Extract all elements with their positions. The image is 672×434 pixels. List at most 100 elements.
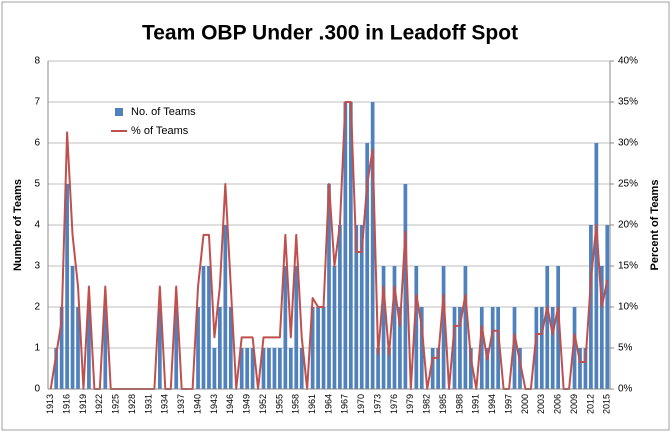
bar bbox=[496, 307, 501, 389]
y2-tick-label: 25% bbox=[618, 179, 638, 190]
bar bbox=[436, 348, 440, 389]
x-tick-label: 1931 bbox=[143, 394, 153, 414]
y2-tick-label: 35% bbox=[618, 97, 638, 108]
bar bbox=[463, 266, 468, 389]
bar bbox=[316, 307, 320, 389]
y2-tick-label: 0% bbox=[618, 384, 633, 395]
bar bbox=[479, 307, 484, 389]
bar bbox=[327, 184, 331, 389]
x-tick-label: 1949 bbox=[242, 394, 252, 414]
bar bbox=[207, 266, 211, 389]
bar bbox=[458, 307, 462, 389]
bar bbox=[365, 143, 370, 389]
bar bbox=[376, 348, 380, 389]
bar bbox=[518, 348, 522, 389]
x-tick-label: 1925 bbox=[111, 394, 121, 414]
bar bbox=[392, 266, 397, 389]
y-tick-label: 5 bbox=[34, 179, 40, 190]
bar bbox=[310, 307, 315, 389]
x-tick-label: 1958 bbox=[291, 394, 301, 414]
x-tick-label: 2006 bbox=[553, 394, 563, 414]
bar bbox=[196, 307, 200, 389]
bar bbox=[201, 266, 206, 389]
x-tick-label: 1997 bbox=[503, 394, 513, 414]
x-tick-label: 1976 bbox=[389, 394, 399, 414]
bar bbox=[534, 307, 539, 389]
bar bbox=[550, 307, 555, 389]
bar bbox=[223, 225, 228, 389]
y-tick-label: 8 bbox=[34, 56, 40, 67]
bar bbox=[294, 266, 299, 389]
bar bbox=[605, 225, 610, 389]
y-tick-label: 2 bbox=[34, 302, 40, 313]
bar bbox=[261, 348, 266, 389]
bar bbox=[578, 348, 582, 389]
legend-swatch bbox=[115, 108, 123, 116]
x-tick-label: 2009 bbox=[569, 394, 579, 414]
y-tick-label: 4 bbox=[34, 220, 40, 231]
bar bbox=[59, 307, 64, 389]
bar bbox=[103, 307, 108, 389]
bar bbox=[278, 348, 282, 389]
x-tick-label: 1922 bbox=[94, 394, 104, 414]
bar bbox=[76, 307, 80, 389]
x-tick-label: 1946 bbox=[225, 394, 235, 414]
x-tick-label: 1940 bbox=[192, 394, 202, 414]
bar bbox=[419, 307, 424, 389]
bar bbox=[267, 348, 271, 389]
bar bbox=[572, 307, 577, 389]
bar bbox=[589, 225, 593, 389]
bar bbox=[157, 307, 162, 389]
x-tick-label: 1943 bbox=[209, 394, 219, 414]
y2-tick-label: 20% bbox=[618, 220, 638, 231]
x-tick-label: 1988 bbox=[454, 394, 464, 414]
bar bbox=[65, 184, 69, 389]
bar bbox=[359, 225, 364, 389]
bar bbox=[370, 102, 375, 389]
y-tick-label: 7 bbox=[34, 97, 40, 108]
bar bbox=[512, 307, 517, 389]
bar bbox=[594, 143, 599, 389]
bar bbox=[387, 348, 391, 389]
bar bbox=[272, 348, 277, 389]
bar bbox=[430, 348, 435, 389]
bar bbox=[381, 266, 386, 389]
bar bbox=[299, 348, 304, 389]
x-tick-label: 1934 bbox=[160, 394, 170, 414]
bar bbox=[441, 266, 446, 389]
bar bbox=[54, 348, 59, 389]
x-tick-label: 1928 bbox=[127, 394, 137, 414]
bar bbox=[348, 102, 353, 389]
bar bbox=[228, 307, 233, 389]
bar bbox=[545, 266, 550, 389]
x-tick-label: 1913 bbox=[45, 394, 55, 414]
x-tick-label: 1973 bbox=[372, 394, 382, 414]
bar bbox=[212, 348, 217, 389]
x-tick-label: 1994 bbox=[487, 394, 497, 414]
y2-tick-label: 10% bbox=[618, 302, 638, 313]
x-tick-label: 1982 bbox=[422, 394, 432, 414]
x-tick-label: 1967 bbox=[340, 394, 350, 414]
bar bbox=[398, 307, 402, 389]
x-tick-label: 1937 bbox=[176, 394, 186, 414]
y-tick-label: 3 bbox=[34, 261, 40, 272]
bar bbox=[87, 307, 91, 389]
bar bbox=[343, 102, 348, 389]
x-tick-label: 1985 bbox=[438, 394, 448, 414]
bar bbox=[556, 266, 561, 389]
x-tick-label: 1916 bbox=[61, 394, 71, 414]
bar bbox=[469, 348, 473, 389]
bar bbox=[599, 266, 604, 389]
y2-axis-title: Percent of Teams bbox=[649, 180, 661, 271]
x-tick-label: 1919 bbox=[78, 394, 88, 414]
bar bbox=[485, 348, 490, 389]
x-tick-label: 1970 bbox=[356, 394, 366, 414]
y-tick-label: 6 bbox=[34, 138, 40, 149]
y-tick-label: 0 bbox=[34, 384, 40, 395]
x-tick-label: 2003 bbox=[536, 394, 546, 414]
legend-label: No. of Teams bbox=[131, 106, 196, 118]
x-tick-label: 2015 bbox=[602, 394, 612, 414]
bar bbox=[288, 348, 293, 389]
bar bbox=[539, 307, 544, 389]
x-tick-label: 1979 bbox=[405, 394, 415, 414]
